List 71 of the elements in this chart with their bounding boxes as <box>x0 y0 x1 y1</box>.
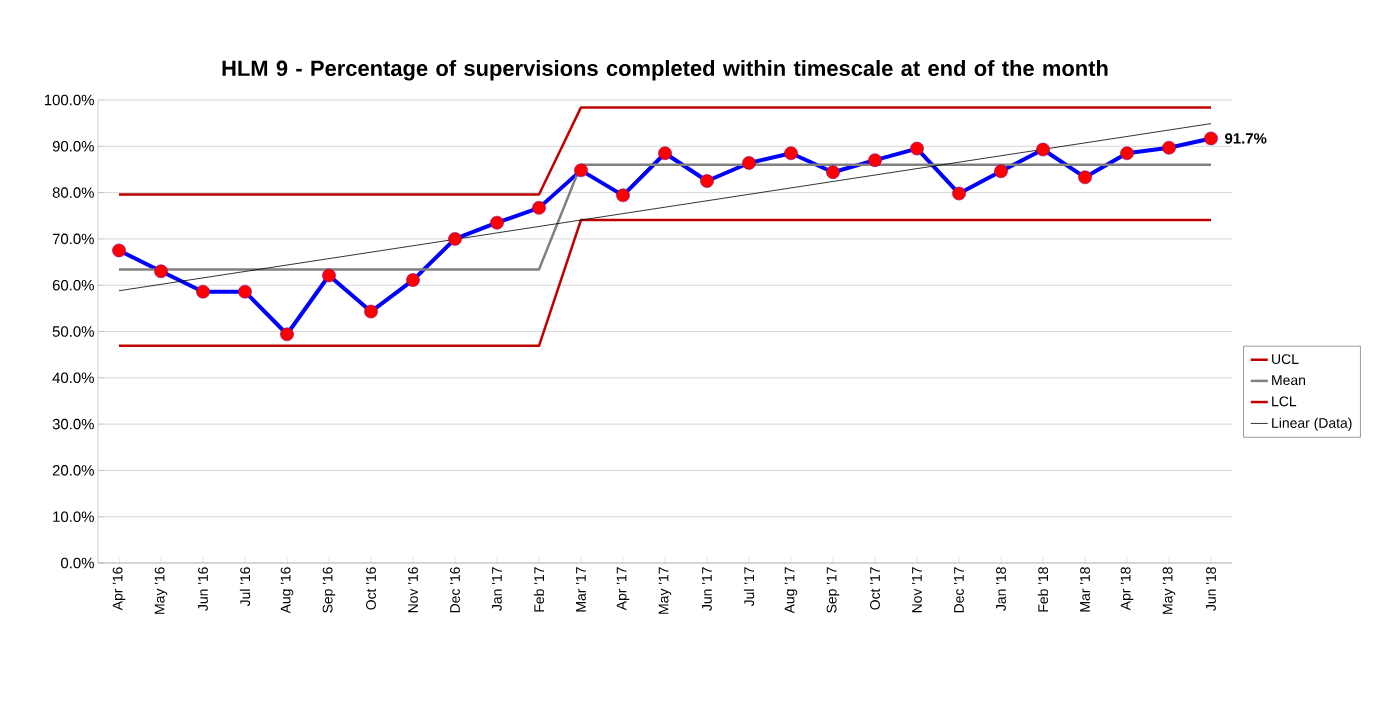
x-tick-label: May '16 <box>154 567 168 614</box>
x-tick-label: Nov '16 <box>408 567 418 613</box>
point <box>700 174 714 188</box>
point <box>994 164 1008 179</box>
chart-title: HLM 9 - Percentage of supervisions completed within timescale at end of the month <box>222 59 1108 81</box>
point <box>1120 146 1134 161</box>
point <box>1078 170 1092 185</box>
x-tick-label: Apr '18 <box>1120 567 1134 611</box>
x-tick-label: Jul '17 <box>743 567 755 607</box>
x-tick-label: Oct '17 <box>870 567 880 610</box>
point <box>532 201 546 215</box>
x-tick-label: May '17 <box>658 567 672 614</box>
point <box>868 153 882 167</box>
x-tick-label: Feb '18 <box>1037 567 1049 612</box>
x-tick-label: Mar '17 <box>576 567 586 612</box>
x-tick-label: Jan '18 <box>996 567 1006 611</box>
x-tick-label: Sep '16 <box>322 567 336 613</box>
y-tick-label: 80.0% <box>52 187 94 198</box>
y-tick-label: 70.0% <box>52 233 94 245</box>
x-tick-label: Dec '17 <box>954 567 964 613</box>
point <box>490 215 504 230</box>
y-tick-label: 40.0% <box>52 372 94 384</box>
x-tick-label: Aug '16 <box>280 567 294 614</box>
point <box>910 141 924 156</box>
y-tick-label: 90.0% <box>52 141 94 152</box>
point <box>406 273 420 287</box>
y-tick-label: 60.0% <box>52 279 94 291</box>
point <box>196 284 210 299</box>
x-tick-label: Nov '17 <box>912 567 922 613</box>
point <box>112 243 126 258</box>
y-tick-label: 100.0% <box>44 94 94 106</box>
legend-label: Linear (Data) <box>1272 417 1352 431</box>
x-tick-label: Feb '17 <box>533 567 545 612</box>
x-tick-label: May '18 <box>1162 567 1176 614</box>
x-tick-label: Jun '18 <box>1206 567 1216 611</box>
x-tick-label: Jun '16 <box>198 567 208 611</box>
point <box>280 327 294 342</box>
point <box>364 304 378 319</box>
x-tick-label: Mar '18 <box>1080 567 1090 612</box>
x-tick-label: Sep '17 <box>826 567 840 613</box>
point <box>658 146 672 161</box>
point <box>574 163 588 178</box>
x-tick-label: Apr '17 <box>616 567 630 611</box>
legend-label: UCL <box>1272 354 1299 365</box>
point <box>952 186 966 201</box>
point <box>616 188 630 203</box>
x-tick-label: Oct '16 <box>366 567 376 610</box>
y-tick-label: 10.0% <box>53 511 94 522</box>
y-tick-label: 20.0% <box>52 465 94 476</box>
y-tick-label: 30.0% <box>52 418 94 430</box>
legend-label: Mean <box>1272 375 1306 386</box>
point <box>1204 131 1218 146</box>
point <box>784 146 798 161</box>
x-tick-label: Jan '17 <box>492 567 502 611</box>
y-tick-label: 0.0% <box>61 557 94 569</box>
point <box>826 165 840 180</box>
legend-label: LCL <box>1272 396 1297 407</box>
x-tick-label: Aug '17 <box>784 567 798 614</box>
x-tick-label: Dec '16 <box>450 567 460 613</box>
x-tick-label: Apr '16 <box>112 567 126 611</box>
point <box>742 156 756 170</box>
point <box>1162 140 1176 155</box>
point <box>154 264 168 279</box>
data-label: 91.7% <box>1225 133 1267 144</box>
x-tick-label: Jun '17 <box>702 567 712 611</box>
point <box>238 284 252 299</box>
point <box>1036 142 1050 157</box>
point <box>448 232 462 246</box>
y-tick-label: 50.0% <box>52 326 94 337</box>
x-tick-label: Jul '16 <box>239 567 251 607</box>
point <box>322 268 336 283</box>
